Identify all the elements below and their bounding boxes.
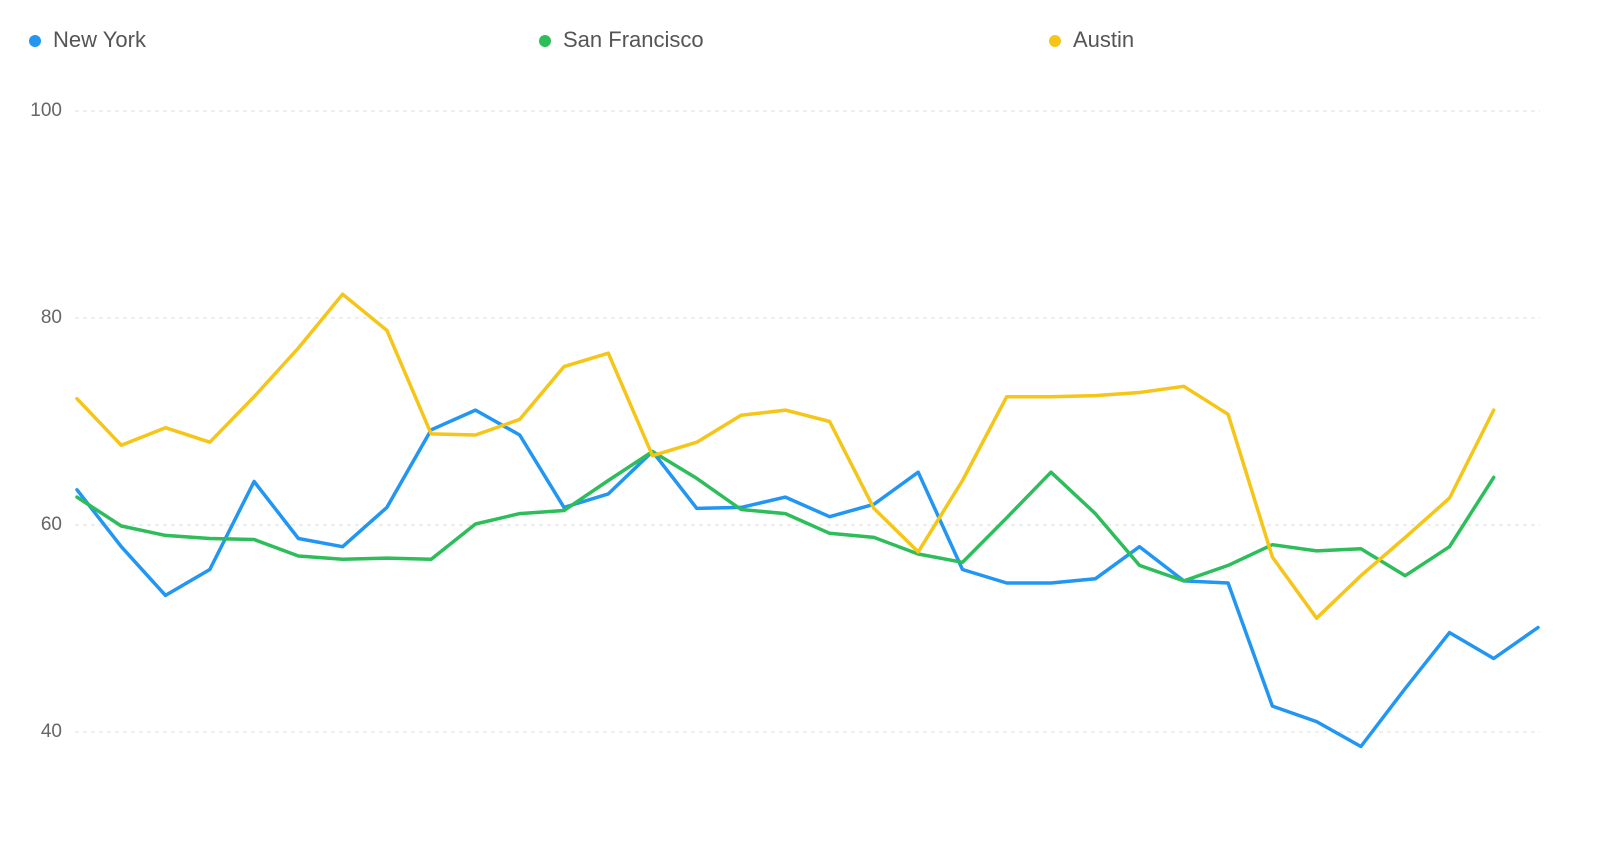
- legend-label: New York: [53, 27, 147, 52]
- legend-item: San Francisco: [539, 27, 704, 52]
- legend-item: Austin: [1049, 27, 1134, 52]
- legend-marker: [1049, 35, 1061, 47]
- legend-label: San Francisco: [563, 27, 704, 52]
- legend-marker: [539, 35, 551, 47]
- y-tick-label: 40: [41, 721, 62, 742]
- series-line: [75, 408, 1540, 749]
- series-line: [75, 292, 1496, 620]
- legend-label: Austin: [1073, 27, 1134, 52]
- y-tick-label: 80: [41, 307, 62, 328]
- y-tick-label: 60: [41, 514, 62, 535]
- legend-marker: [29, 35, 41, 47]
- legend-item: New York: [29, 27, 147, 52]
- y-tick-label: 100: [30, 100, 62, 121]
- series-line: [75, 449, 1496, 583]
